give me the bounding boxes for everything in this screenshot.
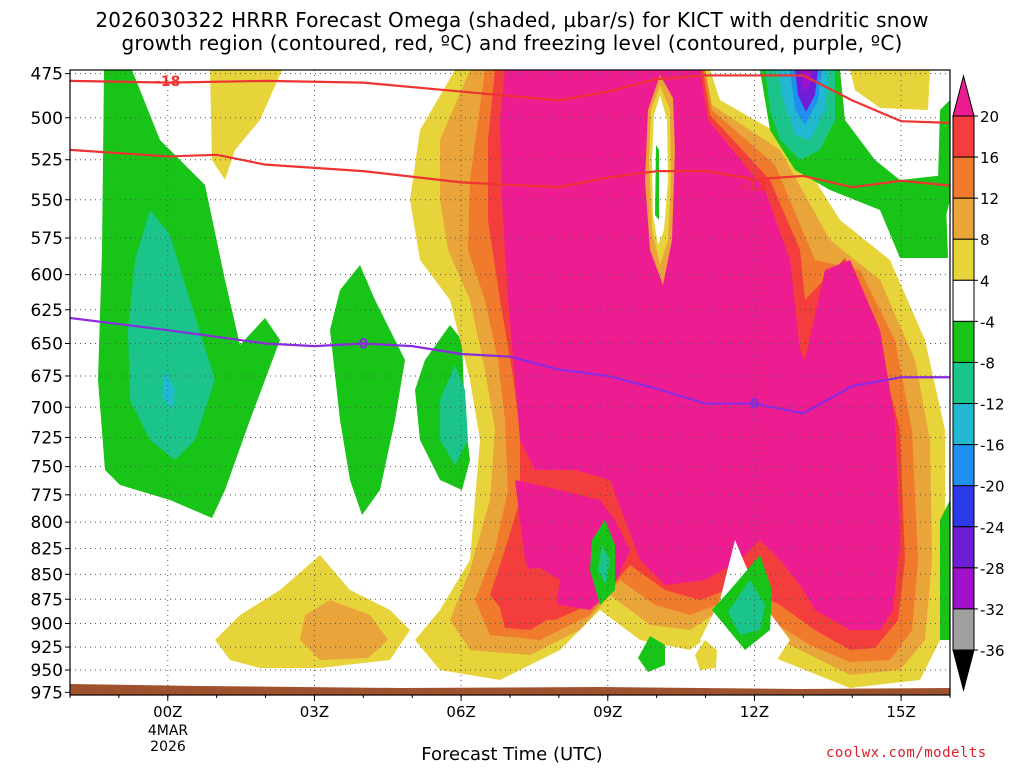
colorbar-label: 8 — [980, 231, 990, 249]
colorbar-label: -8 — [980, 354, 995, 372]
x-tick-label: 00Z — [153, 703, 182, 721]
chart-title-line2: growth region (contoured, red, ºC) and f… — [121, 31, 903, 55]
contour-label: -18 — [155, 74, 180, 90]
y-tick-label: 700 — [31, 398, 63, 418]
freezing-level-line — [70, 316, 950, 415]
contour-labels: -18 -12 0 0 — [155, 74, 767, 413]
x-tick-label: 12Z — [740, 703, 769, 721]
y-tick-label: 900 — [31, 614, 63, 634]
colorbar-box — [952, 361, 975, 405]
y-tick-label: 650 — [31, 334, 63, 354]
colorbar-label: -16 — [980, 437, 1005, 455]
y-tick-label: 800 — [31, 513, 63, 533]
colorbar-box — [952, 526, 975, 569]
colorbar-label: 20 — [980, 108, 999, 126]
colorbar-box — [952, 279, 975, 322]
colorbar-box — [952, 156, 975, 199]
colorbar-label: -4 — [980, 313, 995, 331]
x-axis-title: Forecast Time (UTC) — [421, 744, 603, 765]
y-tick-label: 550 — [31, 191, 63, 211]
y-tick-label: 950 — [31, 661, 63, 681]
colorbar-box — [952, 403, 975, 446]
grid-lines — [70, 70, 950, 695]
chart-title-line1: 2026030322 HRRR Forecast Omega (shaded, … — [95, 8, 929, 32]
x-tick-label: 09Z — [593, 703, 622, 721]
y-tick-label: 750 — [31, 458, 63, 478]
x-tick-label: 06Z — [446, 703, 475, 721]
colorbar-extend-top — [952, 74, 975, 117]
contour-label: -12 — [742, 179, 767, 195]
y-tick-label: 725 — [31, 428, 63, 448]
x-axis: 00Z 03Z 06Z 09Z 12Z 15Z — [69, 695, 951, 721]
y-axis: 475 500 525 550 575 600 625 650 675 700 725 750 775 8… — [31, 65, 70, 703]
contour-lines — [70, 74, 950, 415]
y-tick-label: 575 — [31, 229, 63, 249]
y-tick-label: 975 — [31, 683, 63, 703]
colorbar-label: -12 — [980, 396, 1005, 414]
date-label-day: 4MAR — [147, 723, 189, 739]
y-tick-label: 675 — [31, 367, 63, 387]
colorbar-box — [952, 238, 975, 281]
colorbar-label: -36 — [980, 642, 1005, 660]
colorbar-label: 12 — [980, 190, 999, 208]
y-tick-label: 825 — [31, 540, 63, 560]
colorbar-label: -20 — [980, 478, 1005, 496]
x-tick-label: 03Z — [300, 703, 329, 721]
dgz-contour-line — [70, 148, 950, 189]
credit-text: coolwx.com/modelts — [826, 745, 987, 761]
x-tick-label: 15Z — [886, 703, 915, 721]
y-tick-label: 600 — [31, 266, 63, 286]
y-tick-label: 525 — [31, 151, 63, 171]
colorbar-box — [952, 197, 975, 240]
colorbar-box — [952, 115, 975, 158]
colorbar-box — [952, 485, 975, 528]
colorbar-box — [952, 608, 975, 651]
colorbar-box — [952, 444, 975, 487]
colorbar-label: -24 — [980, 519, 1005, 537]
dgz-contour-line — [70, 74, 950, 125]
colorbar-box — [952, 320, 975, 363]
colorbar-label: -32 — [980, 601, 1005, 619]
colorbar-box — [952, 567, 975, 610]
colorbar-label: 4 — [980, 272, 990, 290]
colorbar: 20 16 12 8 4 -4 -8 -12 -16 -20 -24 -28 -32 -36 — [952, 74, 1005, 692]
colorbar-extend-bottom — [952, 649, 975, 692]
colorbar-label: -28 — [980, 560, 1005, 578]
y-tick-label: 850 — [31, 565, 63, 585]
contour-label: 0 — [750, 397, 760, 413]
y-tick-label: 875 — [31, 590, 63, 610]
omega-shading — [70, 70, 950, 695]
y-tick-label: 775 — [31, 486, 63, 506]
y-tick-label: 475 — [31, 65, 63, 85]
y-tick-label: 925 — [31, 638, 63, 658]
colorbar-label: 16 — [980, 149, 999, 167]
date-label-year: 2026 — [150, 739, 186, 755]
y-tick-label: 625 — [31, 301, 63, 321]
contour-label: 0 — [358, 336, 368, 352]
y-tick-label: 500 — [31, 109, 63, 129]
